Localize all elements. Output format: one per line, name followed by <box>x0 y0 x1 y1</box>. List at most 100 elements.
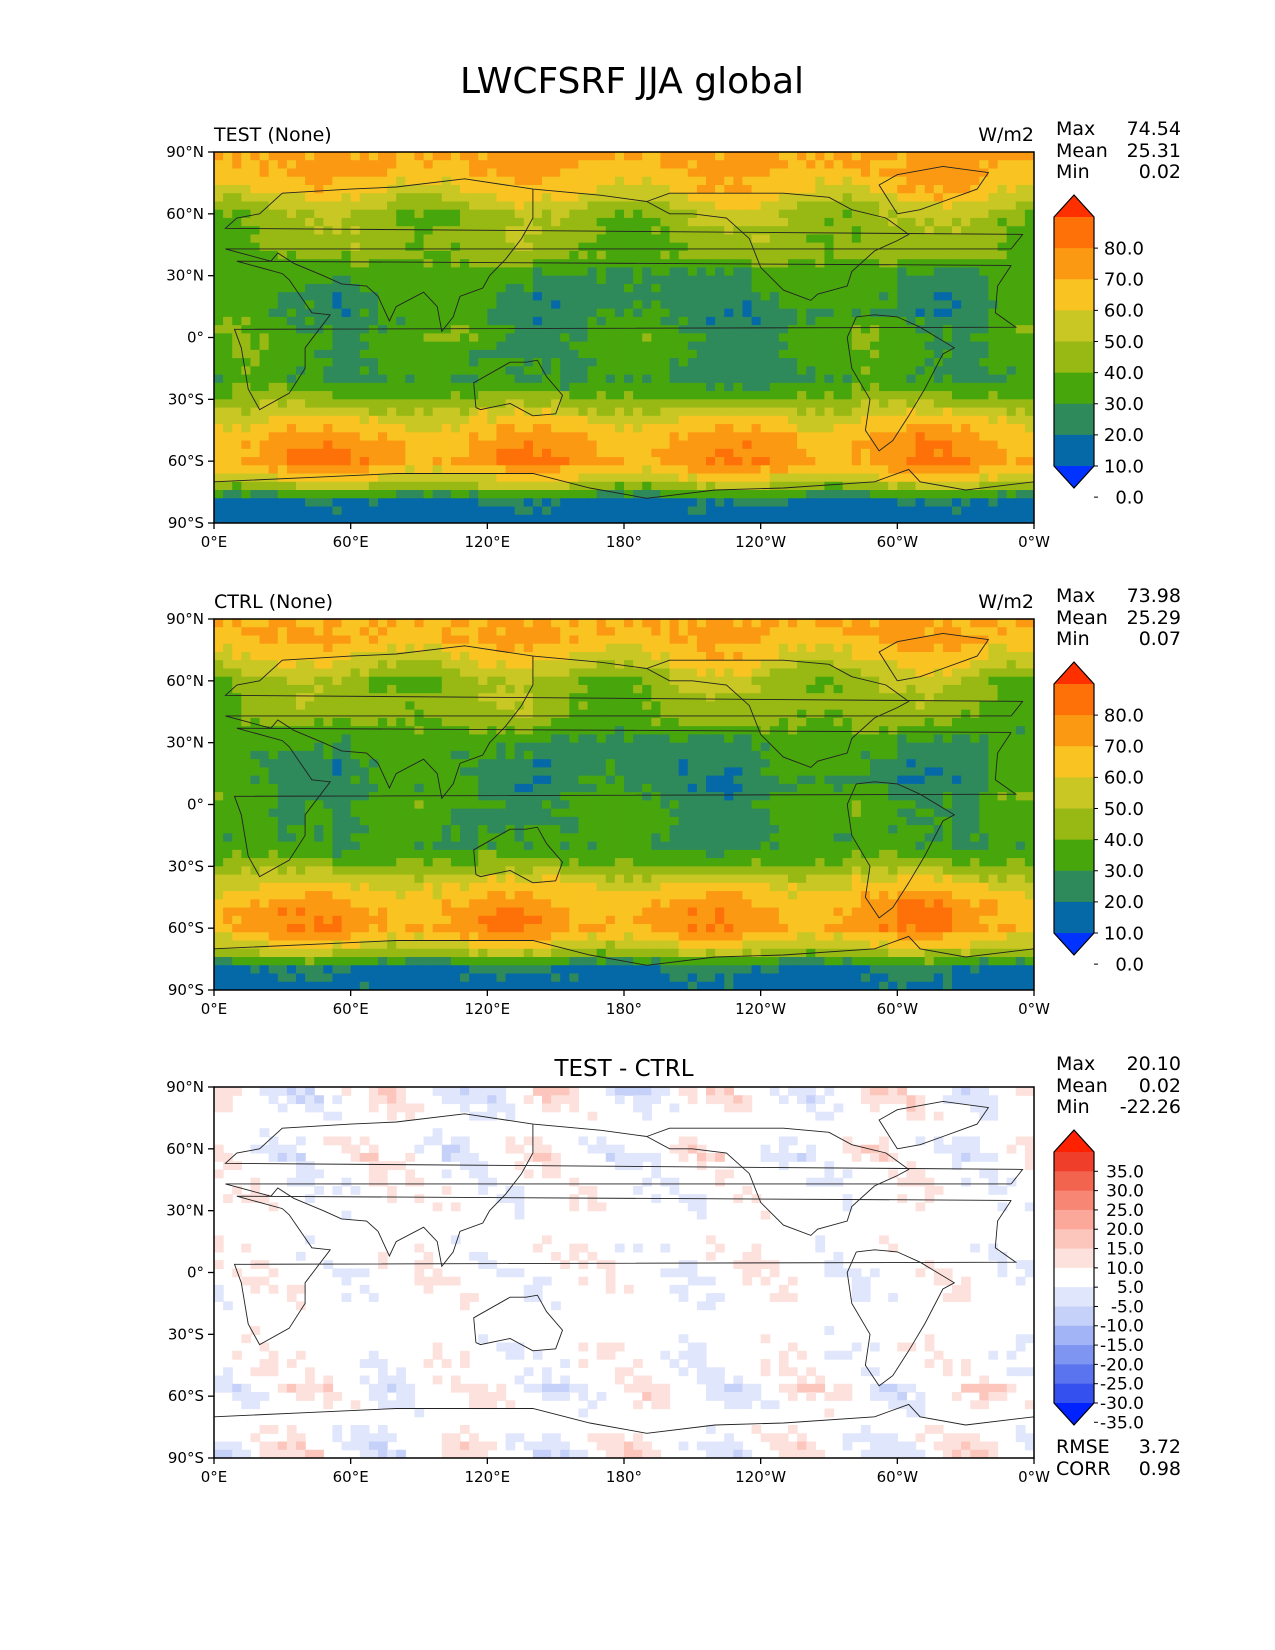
colorbar-label: 10.0 <box>1104 923 1144 944</box>
y-tick-label: 90°S <box>168 981 204 999</box>
colorbar-swatch <box>1054 870 1094 903</box>
coastline <box>878 1100 990 1150</box>
colorbar-label: 30.0 <box>1104 861 1144 882</box>
stat-label: Max <box>1056 118 1095 140</box>
coastline <box>233 727 1018 878</box>
colorbar-swatch <box>1054 434 1094 467</box>
colorbar-swatch <box>1054 1248 1094 1269</box>
coastline <box>878 165 990 215</box>
colorbar-swatch <box>1054 372 1094 405</box>
stat-label: Min <box>1056 1096 1090 1118</box>
colorbar-swatch <box>1054 1209 1094 1230</box>
colorbar-swatch <box>1054 808 1094 841</box>
colorbar-swatch <box>1054 1229 1094 1250</box>
colorbar-label: 25.0 <box>1106 1201 1144 1221</box>
panel-diff-bottom-stats: RMSE 3.72 CORR 0.98 <box>1056 1436 1181 1480</box>
stat-label: Mean <box>1056 140 1108 162</box>
colorbar-label: 20.0 <box>1106 1220 1144 1240</box>
y-tick-label: 30°S <box>168 1325 204 1343</box>
y-tick-label: 30°N <box>166 734 204 752</box>
colorbar-label: -30.0 <box>1100 1394 1144 1414</box>
colorbar-swatch <box>1054 403 1094 436</box>
stat-label: Min <box>1056 161 1090 183</box>
colorbar-swatch <box>1054 746 1094 778</box>
coastline <box>846 781 956 919</box>
colorbar-label: 5.0 <box>1117 1278 1144 1298</box>
colorbar-swatch <box>1054 715 1094 747</box>
stat-value: 25.31 <box>1127 140 1181 162</box>
stat-value: 0.07 <box>1139 628 1181 650</box>
coastline <box>224 645 1024 717</box>
x-tick-label: 120°W <box>735 1468 786 1486</box>
stat-label: CORR <box>1056 1458 1111 1480</box>
stat-value: 74.54 <box>1127 118 1181 140</box>
panel-test-title: TEST (None) <box>213 124 332 146</box>
y-tick-label: 30°N <box>166 267 204 285</box>
colorbar-label: 30.0 <box>1106 1182 1144 1202</box>
colorbar-label: 0.0 <box>1115 487 1144 508</box>
y-tick-label: 60°N <box>166 205 204 223</box>
stat-value: 3.72 <box>1139 1436 1181 1458</box>
panel-test-stats: Max 74.54 Mean 25.31 Min 0.02 <box>1056 118 1181 183</box>
colorbar-label: 50.0 <box>1104 332 1144 353</box>
stat-value: 0.02 <box>1139 1075 1181 1097</box>
x-tick-label: 120°W <box>735 533 786 551</box>
panel-test-units: W/m2 <box>978 124 1034 146</box>
coastline <box>878 632 990 682</box>
colorbar-swatch <box>1054 1345 1094 1365</box>
coastline <box>225 189 1012 333</box>
y-tick-label: 30°S <box>168 857 204 875</box>
colorbar-swatch <box>1054 341 1094 374</box>
y-tick-label: 90°S <box>168 1449 204 1467</box>
colorbar-swatch <box>1054 1152 1094 1172</box>
colorbar-label: 30.0 <box>1104 394 1144 415</box>
colorbar-label: -5.0 <box>1111 1297 1144 1317</box>
y-tick-label: 30°N <box>166 1202 204 1220</box>
x-tick-label: 120°E <box>465 533 511 551</box>
x-tick-label: 60°E <box>333 533 369 551</box>
colorbar-label: -25.0 <box>1100 1375 1144 1395</box>
coastline <box>224 1113 1024 1185</box>
colorbar-label: 60.0 <box>1104 768 1144 789</box>
coastline <box>473 826 564 884</box>
stat-label: Mean <box>1056 607 1108 629</box>
coastline <box>214 1403 1034 1434</box>
x-tick-label: 0°W <box>1018 1468 1050 1486</box>
panel-ctrl-units: W/m2 <box>978 591 1034 613</box>
colorbar-swatch <box>1054 1190 1094 1211</box>
y-tick-label: 90°N <box>166 1078 204 1096</box>
colorbar-label: 10.0 <box>1106 1259 1144 1279</box>
y-tick-label: 90°N <box>166 610 204 628</box>
colorbar-swatch <box>1054 1306 1094 1327</box>
x-tick-label: 60°W <box>877 1000 919 1018</box>
colorbar-swatch <box>1054 901 1094 934</box>
colorbar-label: 20.0 <box>1104 425 1144 446</box>
panel-test-colorbar: 80.0 70.0 60.0 50.0 40.0 30.0 20.0 10.0 0.0 <box>1053 194 1144 508</box>
y-tick-label: 60°N <box>166 672 204 690</box>
coastline <box>224 178 1024 250</box>
stat-value: -22.26 <box>1120 1096 1181 1118</box>
panel-diff-map <box>214 1087 1034 1458</box>
coastline <box>214 935 1034 966</box>
y-tick-label: 30°S <box>168 390 204 408</box>
coastline <box>233 1195 1018 1346</box>
x-tick-label: 180° <box>606 533 642 551</box>
panel-ctrl-colorbar: 80.0 70.0 60.0 50.0 40.0 30.0 20.0 10.0 0.0 <box>1053 661 1144 975</box>
colorbar-label: 20.0 <box>1104 892 1144 913</box>
x-tick-label: 180° <box>606 1000 642 1018</box>
colorbar-label: 0.0 <box>1115 954 1144 975</box>
coastline <box>646 659 910 768</box>
y-tick-label: 60°S <box>168 452 204 470</box>
stat-label: Mean <box>1056 1075 1108 1097</box>
stat-label: RMSE <box>1056 1436 1110 1458</box>
panel-diff-stats: Max 20.10 Mean 0.02 Min -22.26 <box>1056 1053 1181 1118</box>
x-tick-label: 0°W <box>1018 1000 1050 1018</box>
colorbar-label: 40.0 <box>1104 830 1144 851</box>
colorbar-label: -35.0 <box>1100 1413 1144 1433</box>
y-tick-label: 0° <box>187 1264 204 1282</box>
x-tick-label: 0°W <box>1018 533 1050 551</box>
coastline <box>214 468 1034 499</box>
y-tick-label: 60°S <box>168 919 204 937</box>
coastline <box>646 1127 910 1236</box>
y-tick-label: 60°S <box>168 1387 204 1405</box>
